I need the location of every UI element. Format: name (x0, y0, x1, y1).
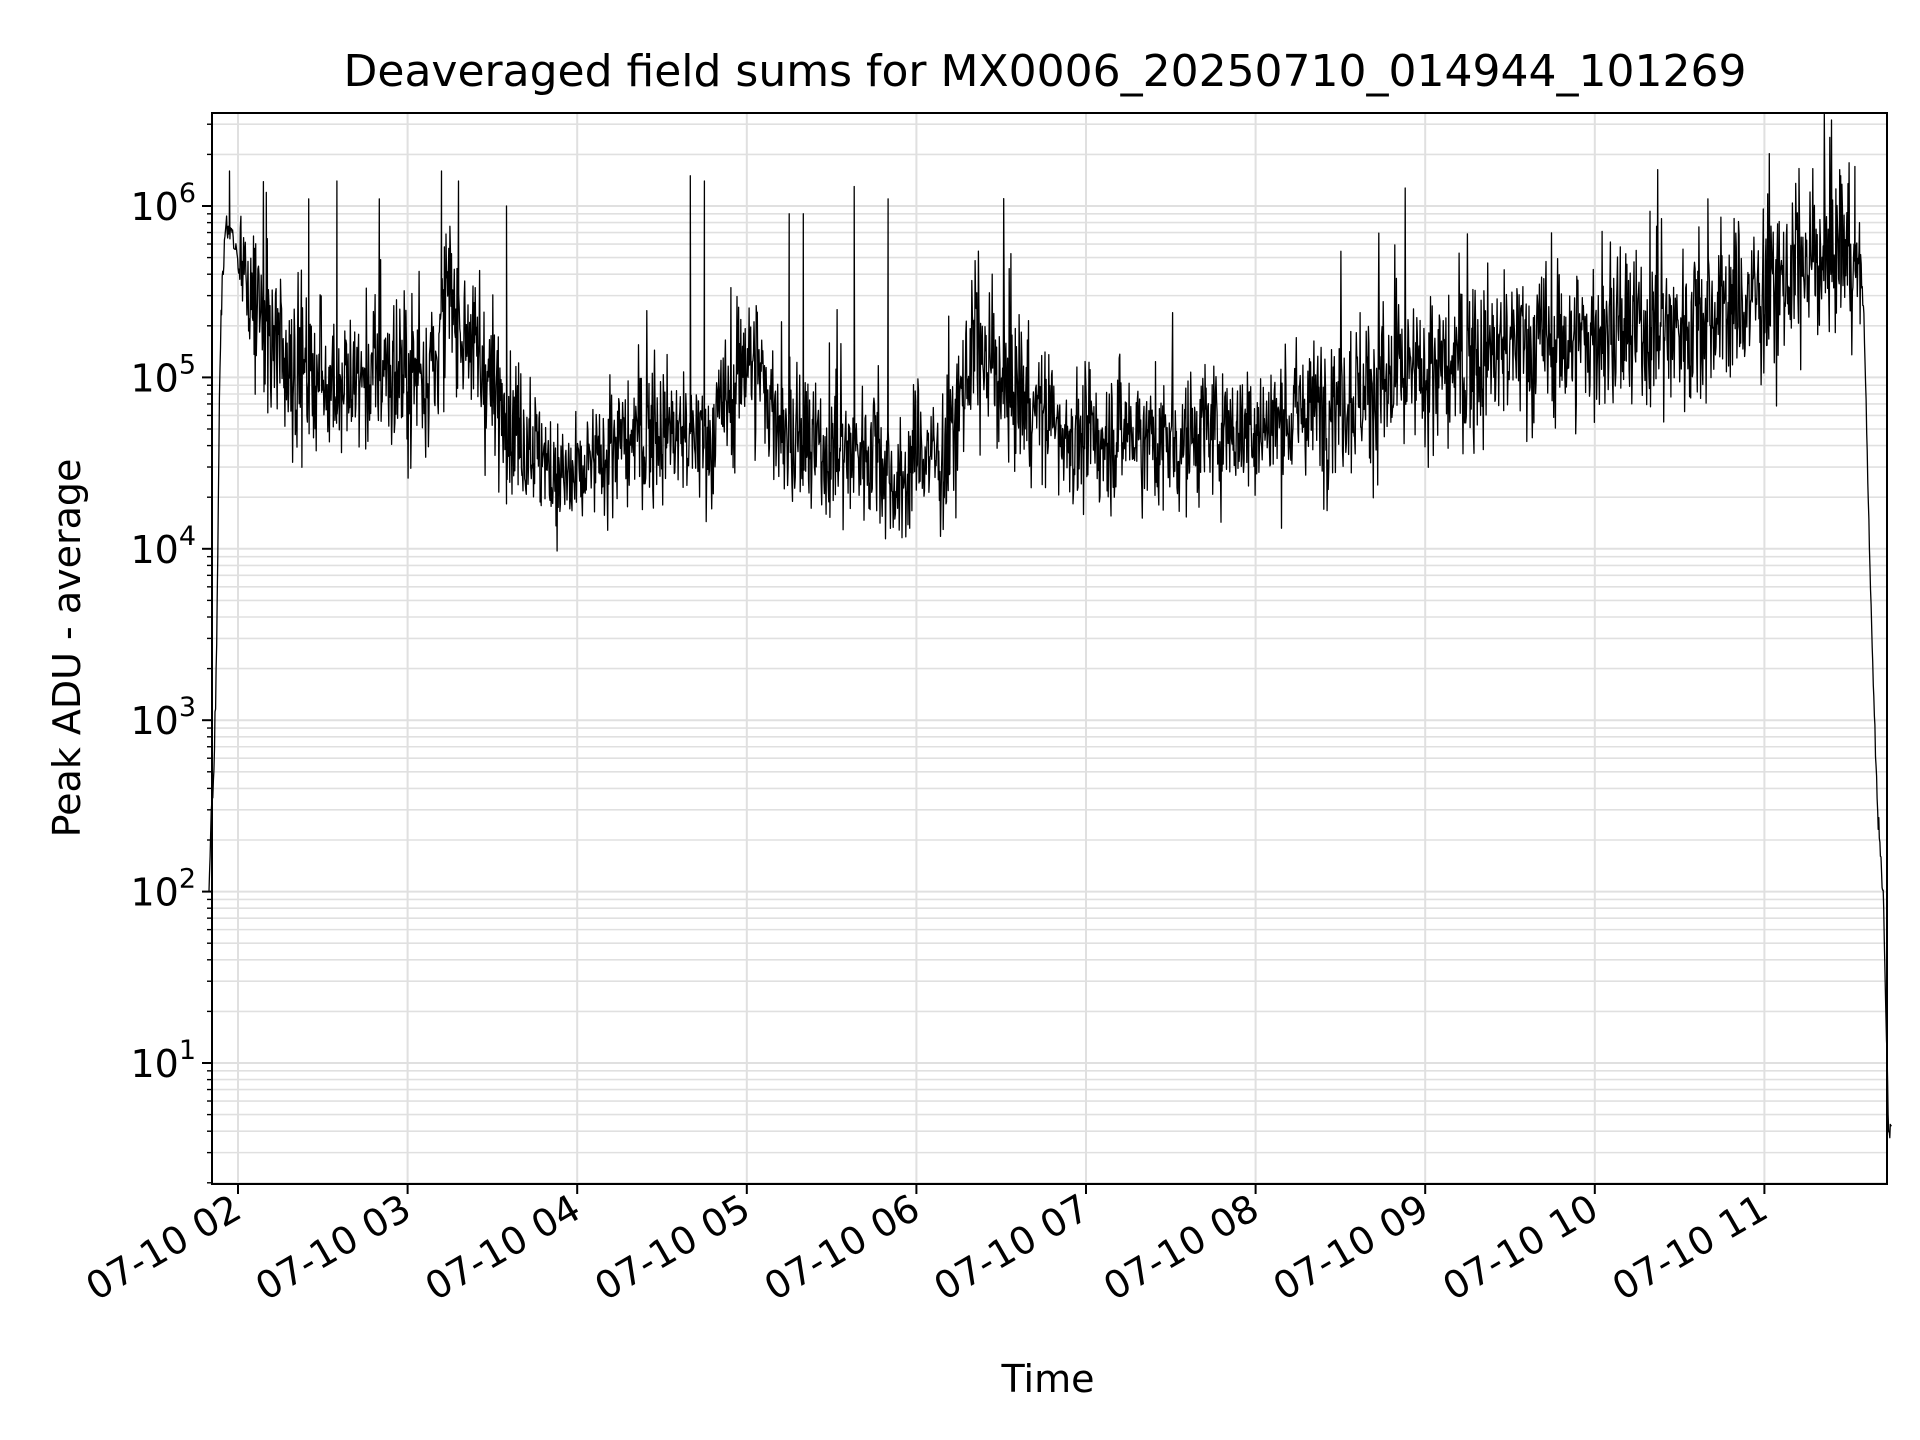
y-tick-exponent: 6 (179, 178, 196, 209)
x-tick-label: 07-10 06 (757, 1186, 927, 1310)
y-tick-label: 102 (130, 864, 196, 915)
y-tick-base: 10 (130, 871, 178, 915)
y-tick-base: 10 (130, 699, 178, 743)
y-tick-label: 101 (130, 1035, 196, 1086)
x-tick-label: 07-10 10 (1435, 1186, 1605, 1310)
data-series (208, 112, 1892, 1139)
plot-frame (211, 112, 1888, 1185)
x-axis-label: Time (1001, 1357, 1095, 1401)
x-tick-label: 07-10 05 (587, 1186, 757, 1310)
y-tick-base: 10 (130, 185, 178, 229)
series-line (208, 112, 1892, 1139)
y-tick-exponent: 5 (179, 349, 196, 380)
x-tick-label: 07-10 04 (418, 1186, 588, 1310)
y-tick-base: 10 (130, 528, 178, 572)
x-tick-label: 07-10 02 (79, 1186, 249, 1310)
y-tick-exponent: 1 (179, 1035, 196, 1066)
y-tick-exponent: 3 (179, 692, 196, 723)
y-tick-exponent: 4 (179, 521, 196, 552)
y-tick-base: 10 (130, 1042, 178, 1086)
x-tick-label: 07-10 03 (248, 1186, 418, 1310)
y-tick-label: 103 (130, 692, 196, 743)
x-tick-label: 07-10 08 (1096, 1186, 1266, 1310)
chart-title: Deaveraged field sums for MX0006_2025071… (344, 46, 1747, 97)
y-axis-label: Peak ADU - average (45, 459, 89, 838)
x-tick-label: 07-10 07 (927, 1186, 1097, 1310)
y-tick-label: 104 (130, 521, 196, 572)
x-tick-label: 07-10 09 (1266, 1186, 1436, 1310)
x-tick-label: 07-10 11 (1605, 1186, 1775, 1310)
y-tick-label: 106 (130, 178, 196, 229)
y-tick-label: 105 (130, 349, 196, 400)
grid-lines (212, 113, 1887, 1184)
y-tick-base: 10 (130, 356, 178, 400)
y-tick-exponent: 2 (179, 864, 196, 895)
